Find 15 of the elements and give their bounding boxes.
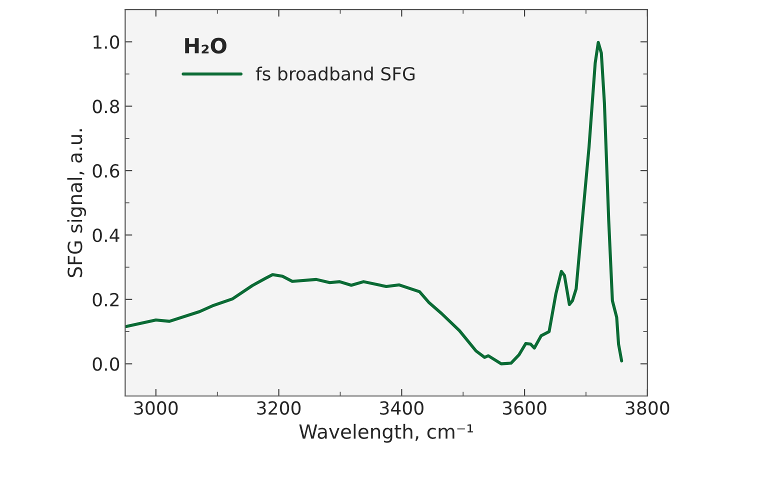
x-tick-label: 3800 xyxy=(626,401,670,415)
x-axis-title: Wavelength, cm⁻¹ xyxy=(299,424,473,443)
y-tick-label: 1.0 xyxy=(94,35,120,49)
x-tick-label: 3600 xyxy=(502,401,546,415)
x-tick-label: 3400 xyxy=(380,401,424,415)
legend-title: H₂O xyxy=(185,38,226,54)
y-tick-label: 0.0 xyxy=(92,357,120,371)
y-tick-label: 0.4 xyxy=(92,228,120,242)
x-tick-label: 3200 xyxy=(257,401,301,415)
x-tick-label: 3000 xyxy=(134,401,178,415)
legend-label: fs broadband SFG xyxy=(256,66,415,81)
y-tick-label: 0.2 xyxy=(92,292,119,307)
y-tick-label: 0.6 xyxy=(92,164,120,178)
y-tick-label: 0.8 xyxy=(92,100,120,114)
y-axis-title: SFG signal, a.u. xyxy=(67,129,86,278)
